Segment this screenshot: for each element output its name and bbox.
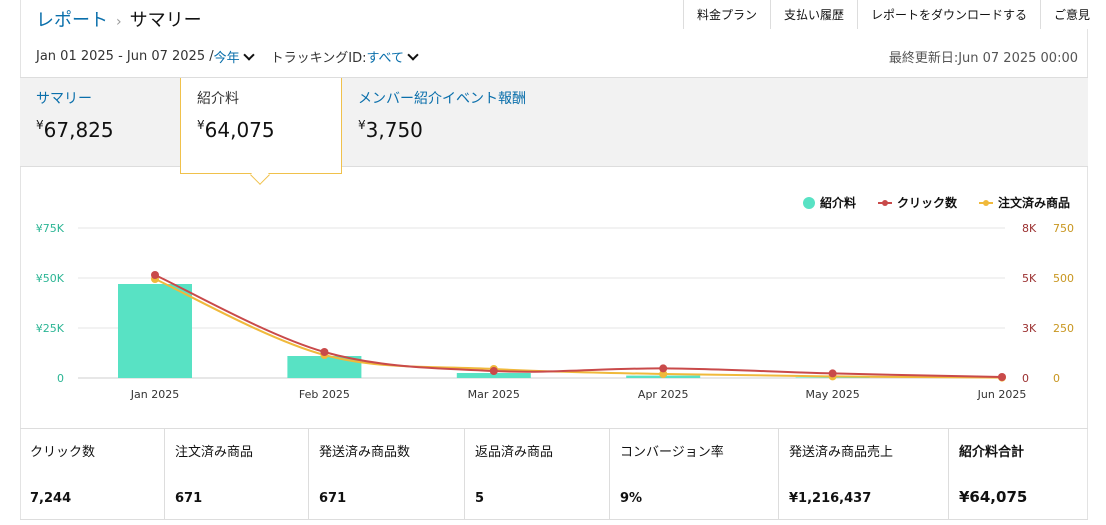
x-tick-label: Jan 2025 xyxy=(130,388,179,401)
stat-conversion-rate-label: コンバージョン率 xyxy=(620,445,724,460)
stat-returned-items-value: 5 xyxy=(475,491,485,506)
legend-swatch-clicks xyxy=(877,199,892,207)
stat-shipped-items-value: 671 xyxy=(319,491,347,506)
point-clicks xyxy=(320,348,329,356)
y-tick-right-orders: 750 xyxy=(1053,222,1074,235)
nav-payment-history[interactable]: 支払い履歴 xyxy=(770,0,858,29)
tab-summary[interactable]: サマリー ¥67,825 xyxy=(20,78,180,168)
tab-referral-fee-amount: 64,075 xyxy=(204,118,275,142)
tracking-id-selector[interactable]: すべて xyxy=(366,51,405,66)
bar-referral-fee xyxy=(118,284,192,378)
chart-legend: 紹介料 クリック数 注文済み商品 xyxy=(802,194,1070,211)
tab-referral-fee[interactable]: 紹介料 ¥64,075 xyxy=(180,78,342,185)
stat-referral-fee-total-value: ¥64,075 xyxy=(959,488,1028,506)
bar-referral-fee xyxy=(456,373,531,378)
y-tick-right-orders: 500 xyxy=(1053,272,1074,285)
x-tick-label: May 2025 xyxy=(805,388,859,401)
y-tick-right-clicks: 5K xyxy=(1022,272,1037,285)
tab-referral-fee-label: 紹介料 xyxy=(197,91,239,107)
tab-summary-label: サマリー xyxy=(36,91,92,107)
x-tick-label: Feb 2025 xyxy=(299,388,350,401)
top-nav: 料金プラン 支払い履歴 レポートをダウンロードする ご意見 xyxy=(683,0,1104,29)
summary-tabs: サマリー ¥67,825 紹介料 ¥64,075 メンバー紹介イベント報酬 ¥3… xyxy=(20,77,1088,185)
nav-feedback[interactable]: ご意見 xyxy=(1040,0,1104,29)
stat-returned-items-label: 返品済み商品 xyxy=(475,445,554,460)
legend-label-referral-fee: 紹介料 xyxy=(819,196,856,210)
y-tick-right-orders: 0 xyxy=(1053,372,1060,385)
combo-chart: 0 0 0 ¥25K 3K 250 ¥50K 5K 500 ¥75K 8K 750 Jan 2025 Fe… xyxy=(36,222,1074,401)
legend-item-ordered-items[interactable]: 注文済み商品 xyxy=(978,194,1070,211)
breadcrumb-separator: › xyxy=(116,14,122,30)
stat-conversion-rate-value: 9% xyxy=(620,491,643,506)
y-tick-left: ¥50K xyxy=(36,272,65,285)
y-tick-left: ¥25K xyxy=(36,322,65,335)
legend-swatch-ordered-items xyxy=(978,199,993,207)
page-title: サマリー xyxy=(129,10,202,31)
tab-summary-amount: 67,825 xyxy=(43,118,114,142)
report-frame xyxy=(20,0,1088,520)
chart-area: 紹介料 クリック数 注文済み商品 0 0 0 ¥25K 3K 250 ¥50K 5K 500 ¥7… xyxy=(20,168,1088,428)
stat-ordered-items: 注文済み商品 671 xyxy=(165,429,309,519)
period-selector[interactable]: 今年 xyxy=(213,51,240,66)
stat-shipped-items: 発送済み商品数 671 xyxy=(309,429,465,519)
stat-referral-fee-total: 紹介料合計 ¥64,075 xyxy=(949,429,1088,519)
line-clicks xyxy=(154,274,1003,378)
x-tick-label: Jun 2025 xyxy=(977,388,1027,401)
legend-swatch-referral-fee xyxy=(802,196,815,209)
tab-summary-value: ¥67,825 xyxy=(36,118,164,142)
y-tick-right-orders: 250 xyxy=(1053,322,1074,335)
x-tick-label: Mar 2025 xyxy=(468,388,520,401)
stat-ordered-items-value: 671 xyxy=(175,491,203,506)
bar-referral-fee xyxy=(287,356,362,378)
stat-shipped-sales: 発送済み商品売上 ¥1,216,437 xyxy=(779,429,949,519)
stat-shipped-sales-label: 発送済み商品売上 xyxy=(789,445,894,460)
legend-label-ordered-items: 注文済み商品 xyxy=(997,196,1070,210)
stat-shipped-sales-value: ¥1,216,437 xyxy=(789,491,872,506)
y-tick-left: ¥75K xyxy=(36,222,65,235)
legend-item-clicks[interactable]: クリック数 xyxy=(877,194,957,211)
stat-clicks-value: 7,244 xyxy=(30,491,72,506)
stat-referral-fee-total-label: 紹介料合計 xyxy=(959,445,1025,460)
tracking-id-label: トラッキングID: xyxy=(270,51,367,66)
stat-returned-items: 返品済み商品 5 xyxy=(465,429,610,519)
stat-clicks: クリック数 7,244 xyxy=(20,429,165,519)
chevron-down-icon[interactable] xyxy=(407,48,419,61)
nav-pricing-plan[interactable]: 料金プラン xyxy=(683,0,771,29)
currency-symbol: ¥ xyxy=(197,118,205,132)
point-clicks xyxy=(998,373,1006,381)
chevron-down-icon[interactable] xyxy=(242,48,255,61)
point-ordered-items xyxy=(659,370,668,378)
currency-symbol: ¥ xyxy=(36,118,44,132)
tab-referral-fee-value: ¥64,075 xyxy=(197,118,325,142)
date-range-text: Jan 01 2025 - Jun 07 2025 / xyxy=(36,49,214,64)
tab-member-referral-bonus[interactable]: メンバー紹介イベント報酬 ¥3,750 xyxy=(342,78,602,168)
stat-conversion-rate: コンバージョン率 9% xyxy=(610,429,779,519)
legend-label-clicks: クリック数 xyxy=(896,196,957,210)
stat-clicks-label: クリック数 xyxy=(30,445,96,460)
y-tick-right-clicks: 3K xyxy=(1022,322,1037,335)
filter-bar: Jan 01 2025 - Jun 07 2025 / 今年 トラッキングID:… xyxy=(36,47,425,66)
currency-symbol: ¥ xyxy=(358,118,366,132)
y-tick-left: 0 xyxy=(57,372,64,385)
last-updated: 最終更新日:Jun 07 2025 00:00 xyxy=(888,51,1078,66)
point-clicks xyxy=(151,271,159,279)
point-clicks xyxy=(828,369,837,378)
line-ordered-items xyxy=(154,278,1003,379)
tab-member-referral-value: ¥3,750 xyxy=(358,118,586,142)
y-tick-right-clicks: 8K xyxy=(1022,222,1037,235)
point-clicks xyxy=(489,367,498,375)
breadcrumb-report-link[interactable]: レポート xyxy=(36,10,108,31)
point-clicks xyxy=(659,364,668,373)
breadcrumb: レポート › サマリー xyxy=(36,6,202,34)
stats-bar: クリック数 7,244 注文済み商品 671 発送済み商品数 671 返品済み商… xyxy=(20,428,1088,520)
x-tick-label: Apr 2025 xyxy=(638,388,689,401)
nav-download-report[interactable]: レポートをダウンロードする xyxy=(857,0,1041,29)
stat-shipped-items-label: 発送済み商品数 xyxy=(319,445,411,460)
y-tick-right-clicks: 0 xyxy=(1022,372,1029,385)
stat-ordered-items-label: 注文済み商品 xyxy=(175,445,254,460)
tab-member-referral-label: メンバー紹介イベント報酬 xyxy=(358,91,526,107)
tab-member-referral-amount: 3,750 xyxy=(365,118,423,142)
legend-item-referral-fee[interactable]: 紹介料 xyxy=(802,194,856,211)
